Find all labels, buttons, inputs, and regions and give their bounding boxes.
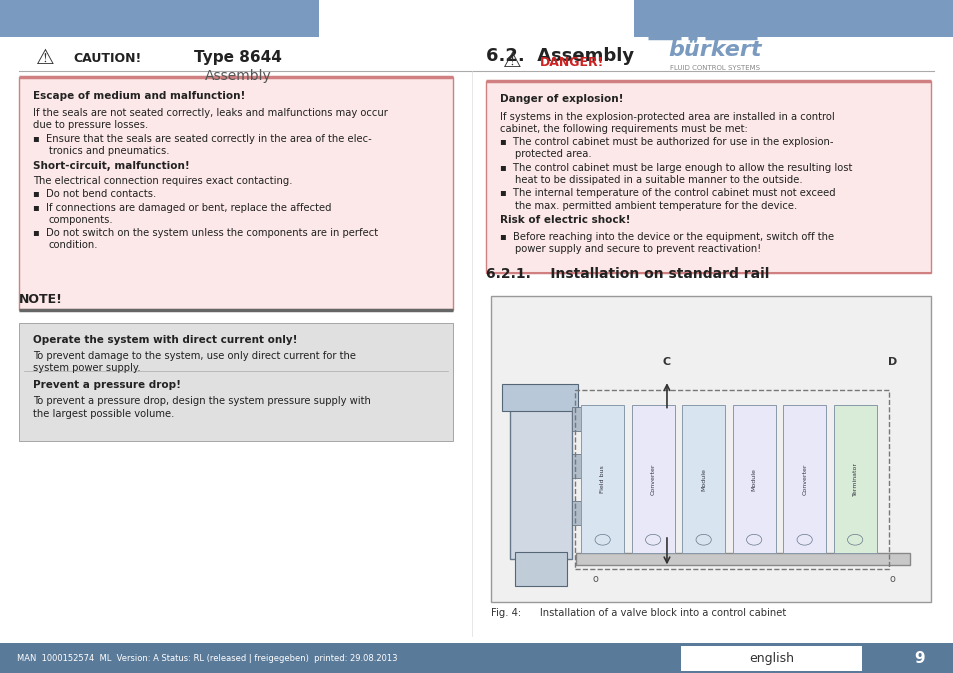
Text: C: C (662, 357, 670, 367)
Text: Prevent a pressure drop!: Prevent a pressure drop! (33, 380, 181, 390)
Text: If the seals are not seated correctly, leaks and malfunctions may occur: If the seals are not seated correctly, l… (33, 108, 388, 118)
Text: heat to be dissipated in a suitable manner to the outside.: heat to be dissipated in a suitable mann… (515, 175, 802, 185)
Text: the max. permitted ambient temperature for the device.: the max. permitted ambient temperature f… (515, 201, 797, 211)
FancyBboxPatch shape (681, 405, 724, 553)
Text: To prevent a pressure drop, design the system pressure supply with: To prevent a pressure drop, design the s… (33, 396, 371, 406)
FancyBboxPatch shape (514, 552, 566, 586)
FancyBboxPatch shape (571, 454, 595, 478)
FancyBboxPatch shape (833, 405, 876, 553)
Text: o: o (592, 574, 598, 583)
Text: ▪  The control cabinet must be authorized for use in the explosion-: ▪ The control cabinet must be authorized… (499, 137, 833, 147)
FancyBboxPatch shape (0, 643, 952, 673)
Text: Fig. 4:      Installation of a valve block into a control cabinet: Fig. 4: Installation of a valve block in… (490, 608, 785, 618)
Text: o: o (889, 574, 895, 583)
FancyBboxPatch shape (732, 405, 775, 553)
Text: english: english (748, 651, 794, 665)
Text: Assembly: Assembly (205, 69, 272, 83)
Text: ▪  The internal temperature of the control cabinet must not exceed: ▪ The internal temperature of the contro… (499, 188, 835, 199)
Text: ▪  Before reaching into the device or the equipment, switch off the: ▪ Before reaching into the device or the… (499, 232, 834, 242)
FancyBboxPatch shape (580, 405, 623, 553)
Text: Danger of explosion!: Danger of explosion! (499, 94, 623, 104)
Text: Type 8644: Type 8644 (194, 50, 282, 65)
Text: components.: components. (49, 215, 113, 225)
Text: Module: Module (751, 468, 756, 491)
FancyBboxPatch shape (501, 384, 578, 411)
Text: ▪  Ensure that the seals are seated correctly in the area of the elec-: ▪ Ensure that the seals are seated corre… (33, 134, 372, 144)
Text: cabinet, the following requirements must be met:: cabinet, the following requirements must… (499, 124, 747, 134)
FancyBboxPatch shape (680, 646, 862, 671)
FancyBboxPatch shape (782, 405, 825, 553)
Text: Field bus: Field bus (599, 465, 604, 493)
Text: ▪  The control cabinet must be large enough to allow the resulting lost: ▪ The control cabinet must be large enou… (499, 163, 852, 173)
FancyBboxPatch shape (633, 0, 952, 37)
FancyBboxPatch shape (576, 553, 909, 565)
Text: system power supply.: system power supply. (33, 363, 141, 374)
Text: DANGER!: DANGER! (539, 56, 604, 69)
Text: due to pressure losses.: due to pressure losses. (33, 120, 149, 131)
Text: MAN  1000152574  ML  Version: A Status: RL (released | freigegeben)  printed: 29: MAN 1000152574 ML Version: A Status: RL … (17, 653, 397, 663)
Text: CAUTION!: CAUTION! (73, 52, 141, 65)
Text: ⚠: ⚠ (36, 48, 55, 68)
Text: ⚠: ⚠ (503, 51, 521, 71)
Text: 6.2.1.    Installation on standard rail: 6.2.1. Installation on standard rail (485, 267, 768, 281)
Text: the largest possible volume.: the largest possible volume. (33, 409, 174, 419)
FancyBboxPatch shape (571, 407, 595, 431)
Text: Operate the system with direct current only!: Operate the system with direct current o… (33, 335, 297, 345)
Text: ▪  If connections are damaged or bent, replace the affected: ▪ If connections are damaged or bent, re… (33, 203, 332, 213)
Text: Short-circuit, malfunction!: Short-circuit, malfunction! (33, 161, 190, 171)
Text: To prevent damage to the system, use only direct current for the: To prevent damage to the system, use onl… (33, 351, 356, 361)
Text: condition.: condition. (49, 240, 98, 250)
Text: Escape of medium and malfunction!: Escape of medium and malfunction! (33, 91, 246, 101)
Text: Terminator: Terminator (852, 462, 857, 496)
Text: ▪  Do not bend contacts.: ▪ Do not bend contacts. (33, 189, 156, 199)
Text: ▪  Do not switch on the system unless the components are in perfect: ▪ Do not switch on the system unless the… (33, 228, 378, 238)
FancyBboxPatch shape (19, 323, 452, 441)
FancyBboxPatch shape (509, 390, 571, 559)
Text: Module: Module (700, 468, 705, 491)
FancyBboxPatch shape (0, 0, 319, 37)
Text: 9: 9 (913, 651, 923, 666)
Text: D: D (887, 357, 897, 367)
Text: NOTE!: NOTE! (19, 293, 63, 306)
FancyBboxPatch shape (571, 501, 595, 525)
Text: 6.2.  Assembly: 6.2. Assembly (485, 47, 634, 65)
Text: If systems in the explosion-protected area are installed in a control: If systems in the explosion-protected ar… (499, 112, 834, 122)
Text: The electrical connection requires exact contacting.: The electrical connection requires exact… (33, 176, 293, 186)
FancyBboxPatch shape (631, 405, 674, 553)
Text: protected area.: protected area. (515, 149, 592, 160)
Text: FLUID CONTROL SYSTEMS: FLUID CONTROL SYSTEMS (669, 65, 759, 71)
Text: tronics and pneumatics.: tronics and pneumatics. (49, 146, 169, 156)
Text: Converter: Converter (801, 464, 806, 495)
Text: power supply and secure to prevent reactivation!: power supply and secure to prevent react… (515, 244, 760, 254)
Text: Converter: Converter (650, 464, 655, 495)
Text: bürkert: bürkert (667, 40, 760, 61)
FancyBboxPatch shape (19, 77, 452, 310)
Text: Risk of electric shock!: Risk of electric shock! (499, 215, 630, 225)
FancyBboxPatch shape (490, 296, 930, 602)
FancyBboxPatch shape (485, 81, 930, 273)
